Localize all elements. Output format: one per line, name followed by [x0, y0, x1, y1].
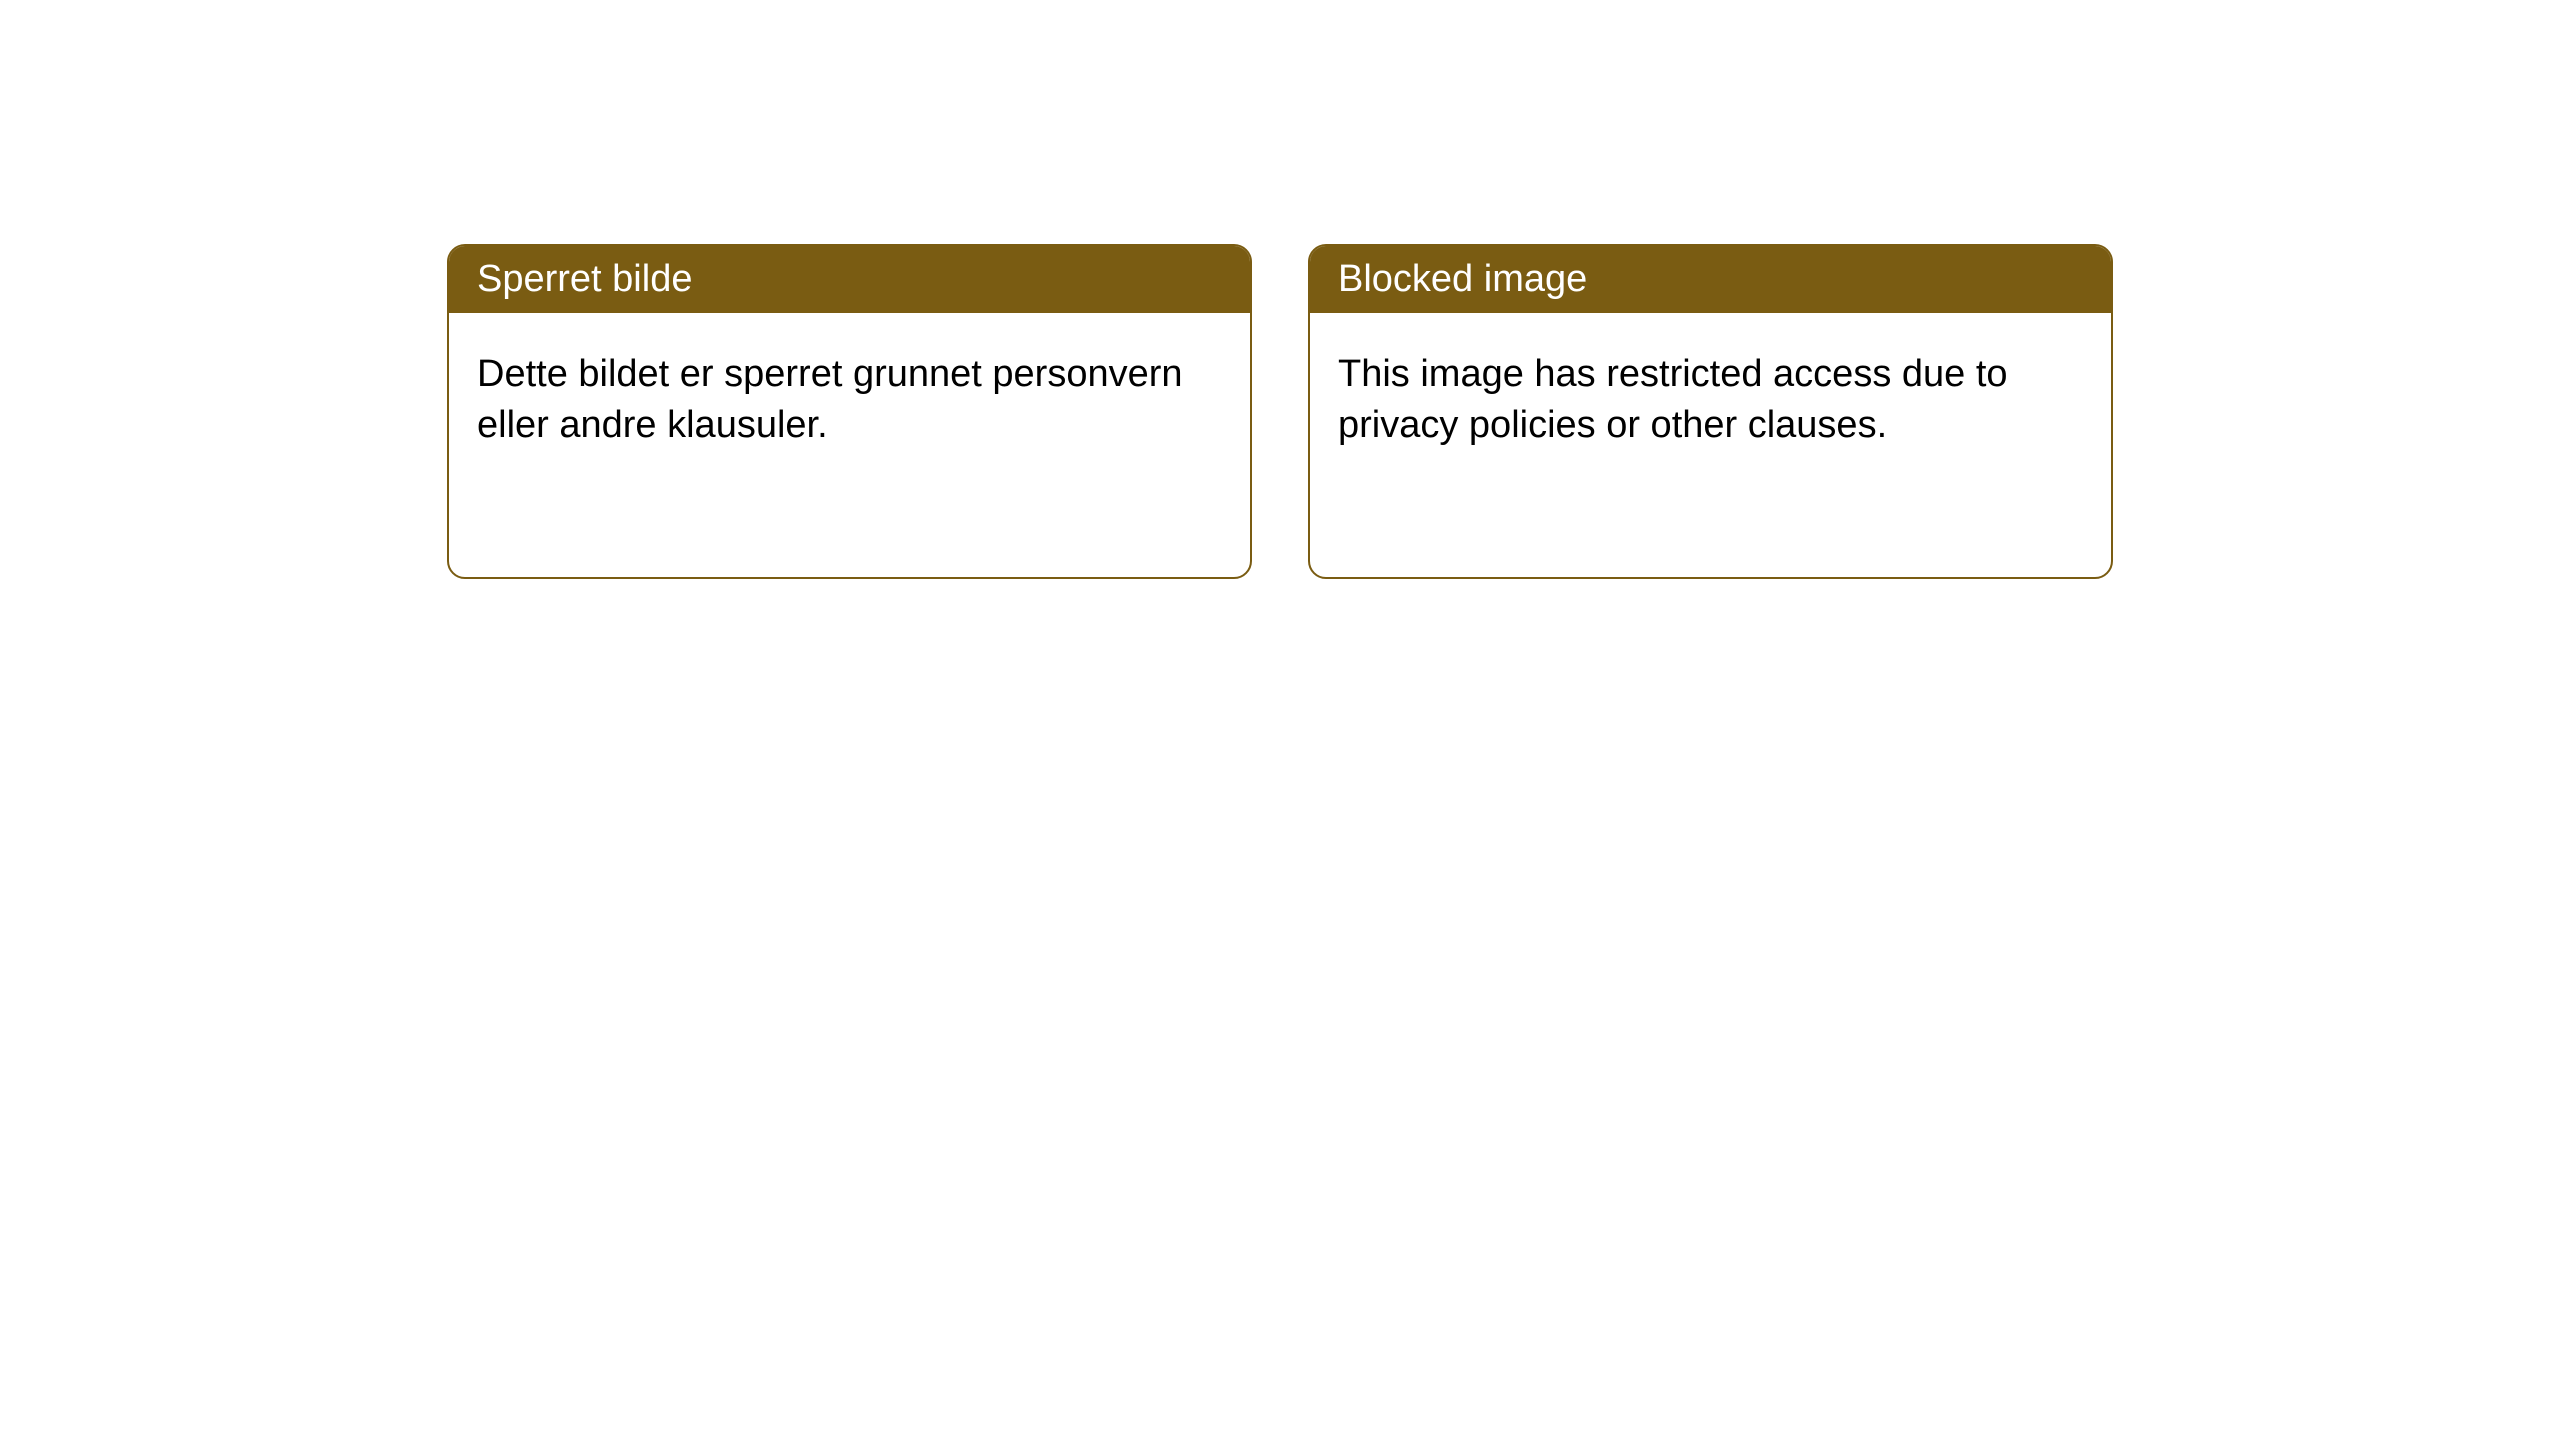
card-title: Blocked image: [1338, 258, 1587, 300]
card-body: Dette bildet er sperret grunnet personve…: [449, 313, 1250, 488]
notice-card-norwegian: Sperret bilde Dette bildet er sperret gr…: [447, 244, 1252, 579]
card-header: Sperret bilde: [449, 246, 1250, 313]
card-message: Dette bildet er sperret grunnet personve…: [477, 353, 1183, 446]
card-title: Sperret bilde: [477, 258, 692, 300]
notice-card-english: Blocked image This image has restricted …: [1308, 244, 2113, 579]
card-header: Blocked image: [1310, 246, 2111, 313]
card-message: This image has restricted access due to …: [1338, 353, 2008, 446]
card-body: This image has restricted access due to …: [1310, 313, 2111, 488]
notice-container: Sperret bilde Dette bildet er sperret gr…: [0, 0, 2560, 579]
